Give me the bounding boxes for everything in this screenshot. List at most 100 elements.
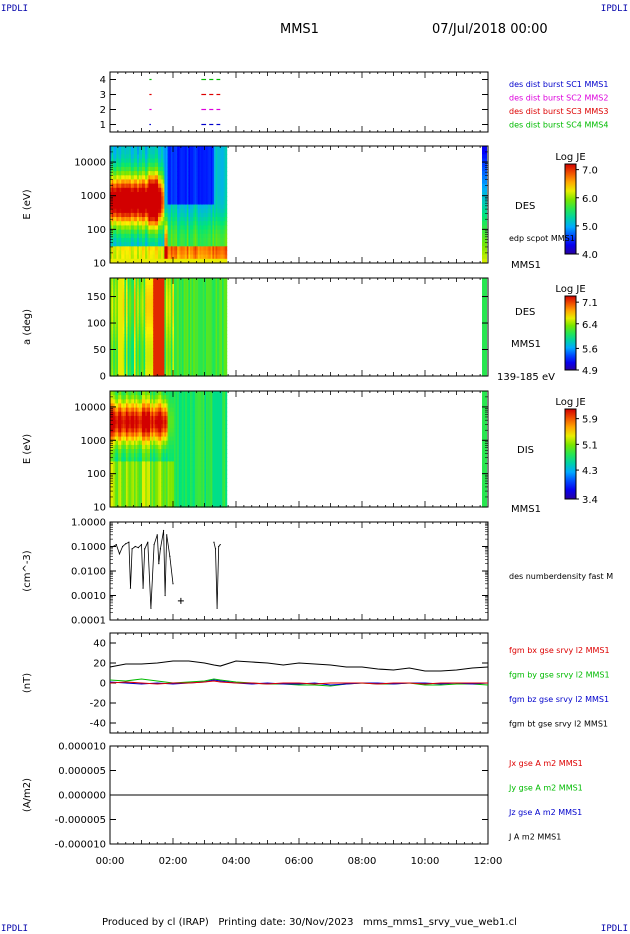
density-point <box>131 548 133 550</box>
density-point <box>144 548 146 550</box>
corner-label-tr: IPDLI <box>600 4 628 14</box>
density-point <box>172 583 174 585</box>
ytick-label-p2-0: 0 <box>100 372 106 383</box>
density-point <box>142 587 144 589</box>
legend-bfield-2: fgm bz gse srvy l2 MMS1 <box>509 695 609 704</box>
colorbar-tick-p2-2: 5.6 <box>582 344 598 355</box>
xtick-label-2: 04:00 <box>222 856 251 867</box>
panel-frame-0 <box>109 71 489 133</box>
density-point <box>137 547 139 549</box>
ylabel-p6: (A/m2) <box>22 778 33 812</box>
legend-availability-0: des dist burst SC1 MMS1 <box>509 80 608 89</box>
ytick-label-p3-2: 1000 <box>81 436 106 447</box>
ytick-label-p4-3: 0.1000 <box>71 542 106 553</box>
colorbar-tick-p1-3: 4.0 <box>582 250 598 261</box>
ytick-label-p2-1: 50 <box>93 345 106 356</box>
right-label-p1-1: edp scpot MMS1 <box>509 234 575 243</box>
density-point <box>122 545 124 548</box>
density-point <box>125 543 127 545</box>
ylabel-p1: E (eV) <box>22 189 33 219</box>
colorbar-tick-p2-3: 4.9 <box>582 366 598 377</box>
right-label-p2-0: DES <box>515 307 535 318</box>
density-point <box>147 541 149 543</box>
colorbar-title-p3: Log JE <box>555 397 585 408</box>
ytick-label-p5-1: -20 <box>90 699 106 710</box>
density-point <box>219 543 221 546</box>
footer-text: Produced by cl (IRAP) Printing date: 30/… <box>102 917 517 928</box>
density-point <box>115 543 117 546</box>
colorbar-tick-p1-0: 7.0 <box>582 166 598 177</box>
colorbar-tick-p3-3: 3.4 <box>582 495 598 506</box>
ylabel-p5: (nT) <box>22 673 33 693</box>
density-point <box>134 545 136 548</box>
legend-availability-3: des dist burst SC4 MMS4 <box>509 121 608 130</box>
ylabel-p4: (cm^-3) <box>22 550 33 591</box>
ytick-label-p1-2: 1000 <box>81 191 106 202</box>
colorbar-tick-p3-2: 4.3 <box>582 466 598 477</box>
heatmap-cells-p3 <box>110 391 487 508</box>
density-line-1 <box>213 542 221 609</box>
bfield-line-bz <box>109 679 489 686</box>
density-point <box>213 541 215 543</box>
legend-bfield-1: fgm by gse srvy l2 MMS1 <box>509 671 610 680</box>
colorbar-tick-p3-0: 5.9 <box>582 415 598 426</box>
heatmap-cells-p1 <box>110 146 487 264</box>
xtick-label-5: 10:00 <box>411 856 440 867</box>
header-datetime: 07/Jul/2018 00:00 <box>432 22 548 37</box>
corner-label-bl: IPDLI <box>1 924 29 934</box>
right-label-p3-0: DIS <box>517 445 534 456</box>
legend-bfield-0: fgm bx gse srvy l2 MMS1 <box>509 646 610 655</box>
ytick-label-p1-3: 10000 <box>74 158 106 169</box>
ylabel-p3: E (eV) <box>22 434 33 464</box>
colorbar-tick-p3-1: 5.1 <box>582 440 598 451</box>
legend-current-2: Jz gse A m2 MMS1 <box>508 808 582 817</box>
density-point <box>156 534 158 536</box>
corner-label-tl: IPDLI <box>1 4 29 14</box>
ytick-label-p0-0: 1 <box>100 120 106 131</box>
legend-current-3: J A m2 MMS1 <box>508 833 561 842</box>
ytick-label-p5-3: 20 <box>93 659 106 670</box>
ytick-label-p3-3: 10000 <box>74 402 106 413</box>
legend-current-1: Jy gse A m2 MMS1 <box>508 784 583 793</box>
ytick-label-p4-1: 0.0010 <box>71 591 106 602</box>
density-point <box>129 587 132 589</box>
colorbar-tick-p1-2: 5.0 <box>582 222 598 233</box>
bfield-line-bx <box>109 680 488 685</box>
ytick-label-p5-4: 40 <box>93 639 106 650</box>
page-title: MMS1 <box>280 22 319 37</box>
ytick-label-p3-0: 10 <box>93 503 106 514</box>
ytick-label-p6-0: -0.000010 <box>55 840 106 851</box>
xtick-label-6: 12:00 <box>474 856 503 867</box>
density-point <box>153 543 155 546</box>
xtick-label-1: 02:00 <box>159 856 188 867</box>
ytick-label-p1-0: 10 <box>93 259 106 270</box>
density-point <box>150 607 152 609</box>
density-point <box>164 594 166 597</box>
ytick-label-p4-4: 1.0000 <box>71 518 106 529</box>
ytick-label-p4-2: 0.0100 <box>71 567 106 578</box>
ytick-label-p6-2: 0.000000 <box>58 791 106 802</box>
ytick-label-p2-3: 150 <box>87 292 106 303</box>
colorbar-title-p2: Log JE <box>555 284 585 295</box>
ytick-label-p0-1: 2 <box>100 105 106 116</box>
legend-bfield-3: fgm bt gse srvy l2 MMS1 <box>509 720 608 729</box>
density-point <box>216 607 218 609</box>
colorbar-tick-p1-1: 6.0 <box>582 194 598 205</box>
colorbar-p3 <box>564 408 577 500</box>
density-point <box>128 541 130 543</box>
ytick-label-p6-1: -0.000005 <box>55 815 106 826</box>
density-point <box>140 543 143 546</box>
density-line-0 <box>112 530 174 609</box>
bfield-line-bt <box>109 660 489 672</box>
density-point <box>112 545 114 548</box>
ytick-label-p1-1: 100 <box>87 225 106 236</box>
right-label-p2-1: MMS1 <box>511 339 541 350</box>
ytick-label-p6-4: 0.000010 <box>58 742 106 753</box>
density-point <box>218 545 220 548</box>
density-point <box>159 548 161 550</box>
legend-availability-2: des dist burst SC3 MMS3 <box>509 107 608 116</box>
density-point <box>158 563 160 565</box>
right-label-p3-1: MMS1 <box>511 504 541 515</box>
colorbar-tick-p2-1: 6.4 <box>582 320 598 331</box>
density-point <box>166 534 168 536</box>
